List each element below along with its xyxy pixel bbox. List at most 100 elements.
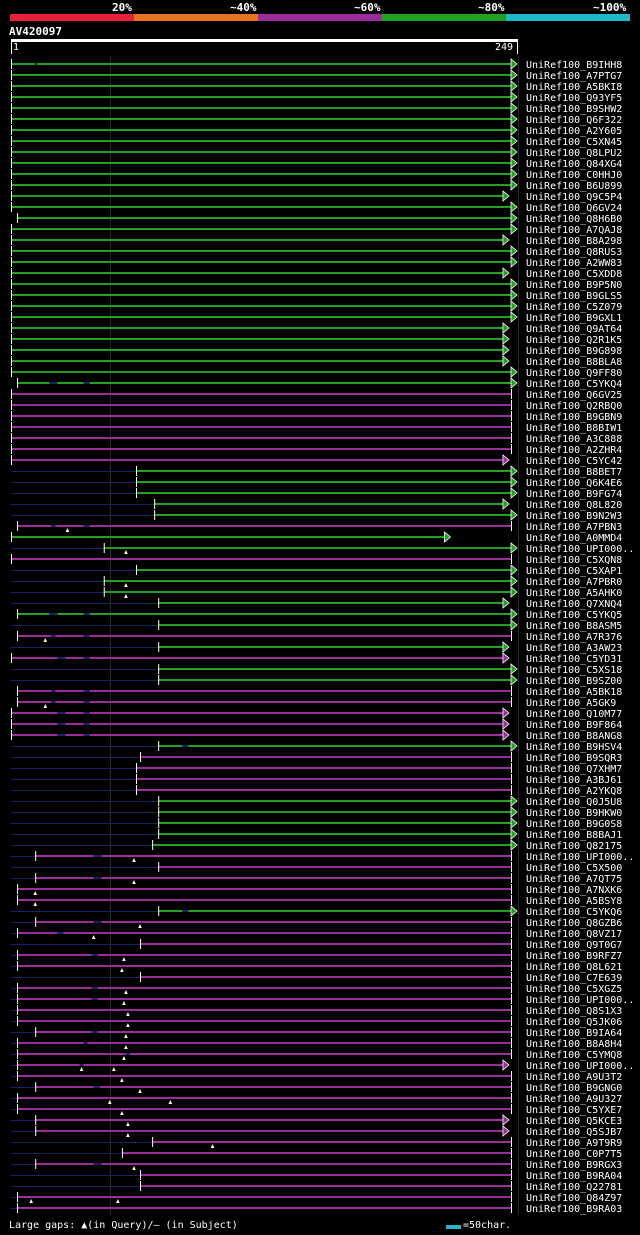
hit-end-arrow xyxy=(502,322,510,334)
hit-start-tick xyxy=(11,345,12,355)
hit-label: UniRef100_UPI000.. xyxy=(526,544,634,555)
hit-end-arrow xyxy=(502,333,510,345)
hit-label: UniRef100_B9SQR3 xyxy=(526,753,622,764)
hit-start-tick xyxy=(140,939,142,949)
hit-bar xyxy=(11,239,503,241)
hit-end-tick xyxy=(511,1071,512,1081)
query-gap-marker xyxy=(43,704,48,708)
hit-bar xyxy=(11,712,503,714)
subject-gap xyxy=(91,998,98,1000)
hit-label: UniRef100_Q22781 xyxy=(526,1182,622,1193)
hit-label: UniRef100_A9U327 xyxy=(526,1094,622,1105)
subject-gap xyxy=(83,712,90,714)
query-end-tick xyxy=(517,41,518,54)
hit-label: UniRef100_Q6GV25 xyxy=(526,390,622,401)
hit-start-tick xyxy=(17,697,19,707)
hit-start-tick xyxy=(11,323,12,333)
hit-end-arrow xyxy=(510,674,518,686)
hit-end-tick xyxy=(511,422,512,432)
subject-gap xyxy=(93,1163,102,1165)
hit-end-arrow xyxy=(510,201,518,213)
hit-label: UniRef100_C5YC42 xyxy=(526,456,622,467)
hit-bar xyxy=(11,162,511,164)
hit-bar xyxy=(17,888,511,890)
subject-gap xyxy=(57,657,66,659)
hit-bar xyxy=(158,866,511,868)
hit-start-tick xyxy=(11,224,12,234)
hit-start-tick xyxy=(35,1082,37,1092)
hit-bar xyxy=(136,767,511,769)
hit-end-arrow xyxy=(502,597,510,609)
hit-start-tick xyxy=(11,422,12,432)
hit-start-tick xyxy=(11,334,12,344)
query-gap-marker xyxy=(120,1111,124,1115)
subject-gap xyxy=(51,690,56,692)
hit-start-tick xyxy=(136,466,137,476)
hit-label: UniRef100_Q8VZ17 xyxy=(526,929,622,940)
hit-label: UniRef100_Q8RUS3 xyxy=(526,247,622,258)
hit-end-arrow xyxy=(510,278,518,290)
scale-label: =50char. xyxy=(463,1220,512,1231)
hit-start-tick xyxy=(35,1159,37,1169)
subject-gap xyxy=(91,987,98,989)
hit-start-tick xyxy=(11,400,12,410)
hit-end-arrow xyxy=(502,234,510,246)
hit-bar xyxy=(17,382,511,384)
hit-start-tick xyxy=(11,367,12,377)
subject-gap xyxy=(83,657,90,659)
hit-bar xyxy=(152,1141,511,1143)
hit-bar xyxy=(11,305,511,307)
hit-bar xyxy=(154,503,503,505)
hit-start-tick xyxy=(136,785,137,795)
hit-bar xyxy=(35,1031,512,1033)
hit-bar xyxy=(11,338,503,340)
hit-start-tick xyxy=(103,576,105,586)
subject-gap xyxy=(57,932,64,934)
query-id: AV420097 xyxy=(9,25,62,38)
hit-label: UniRef100_B9G898 xyxy=(526,346,622,357)
hit-end-tick xyxy=(511,433,512,443)
hit-end-arrow xyxy=(510,366,518,378)
hit-label: UniRef100_C5XDD8 xyxy=(526,269,622,280)
query-gap-marker xyxy=(138,924,142,928)
hit-end-arrow xyxy=(510,168,518,180)
hit-bar xyxy=(136,789,511,791)
hit-end-arrow xyxy=(510,619,518,631)
hit-end-tick xyxy=(511,686,512,696)
hit-start-tick xyxy=(140,752,142,762)
query-gap-marker xyxy=(126,1122,130,1126)
hit-bar xyxy=(158,822,511,824)
hit-start-tick xyxy=(11,312,12,322)
hit-start-tick xyxy=(17,1071,19,1081)
hit-label: UniRef100_Q7XNQ4 xyxy=(526,599,622,610)
hit-start-tick xyxy=(11,169,12,179)
hit-start-tick xyxy=(35,1115,37,1125)
pct-label-60: ~60% xyxy=(354,1,381,14)
hit-label: UniRef100_Q8LPU2 xyxy=(526,148,622,159)
hit-label: UniRef100_C0P7T5 xyxy=(526,1149,622,1160)
hit-start-tick xyxy=(11,653,12,663)
hit-label: UniRef100_A7PBR0 xyxy=(526,577,622,588)
hit-end-arrow xyxy=(502,454,510,466)
hit-end-tick xyxy=(511,521,512,531)
hit-end-tick xyxy=(511,697,512,707)
hit-end-tick xyxy=(511,1203,512,1213)
hit-bar xyxy=(140,1185,511,1187)
hit-end-arrow xyxy=(510,608,518,620)
subject-gap xyxy=(83,525,90,527)
hit-end-arrow xyxy=(510,311,518,323)
subject-gap xyxy=(83,701,90,703)
hit-bar xyxy=(11,272,503,274)
hit-start-tick xyxy=(17,1060,19,1070)
hit-bar xyxy=(11,426,511,428)
subject-gap xyxy=(83,690,90,692)
query-gap-marker xyxy=(126,1023,130,1027)
hit-end-tick xyxy=(511,1016,512,1026)
hit-end-arrow xyxy=(502,344,510,356)
hit-bar xyxy=(11,558,511,560)
query-gap-marker xyxy=(132,1166,136,1170)
hit-label: UniRef100_C5YD31 xyxy=(526,654,622,665)
hit-start-tick xyxy=(154,510,156,520)
hit-end-arrow xyxy=(510,58,518,70)
hit-label: UniRef100_Q6GV24 xyxy=(526,203,622,214)
